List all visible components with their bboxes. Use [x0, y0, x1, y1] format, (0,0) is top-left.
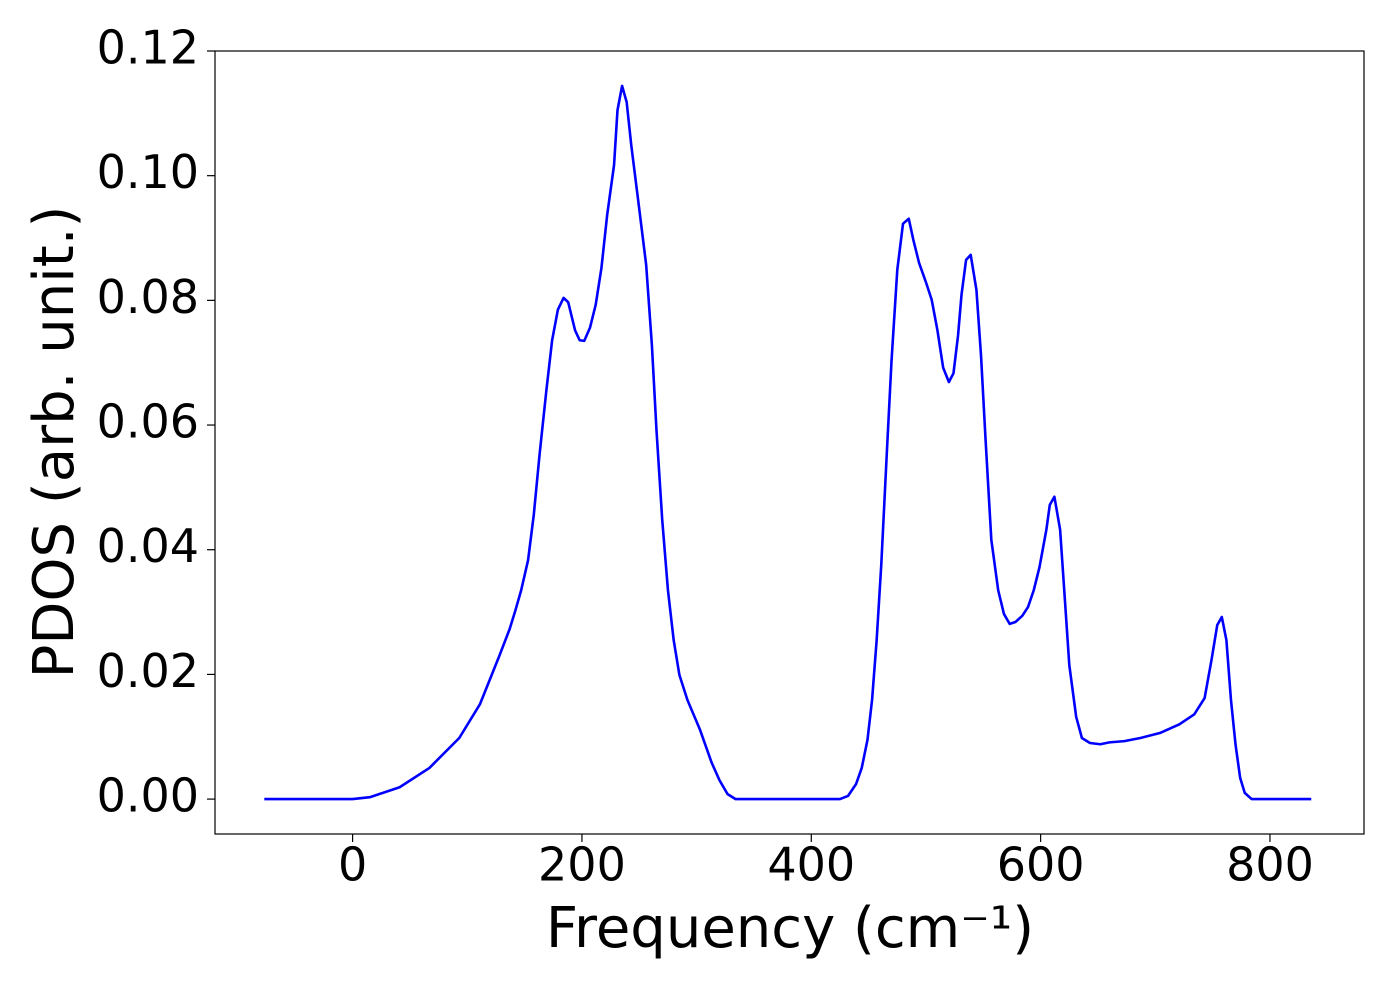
- y-tick-label: 0.00: [97, 769, 199, 823]
- x-tick-label: 200: [538, 838, 626, 892]
- x-tick-label: 800: [1226, 838, 1314, 892]
- y-axis-label: PDOS (arb. unit.): [22, 206, 87, 679]
- data-line: [264, 84, 1312, 801]
- x-tick-label: 0: [338, 838, 367, 892]
- x-tick-label: 400: [767, 838, 855, 892]
- x-axis-label: Frequency (cm⁻¹): [546, 896, 1034, 961]
- y-tick-label: 0.06: [97, 395, 199, 449]
- y-tick-label: 0.04: [97, 519, 199, 573]
- plot-frame: [214, 50, 1365, 835]
- y-tick-label: 0.02: [97, 644, 199, 698]
- x-tick-label: 600: [997, 838, 1085, 892]
- y-tick-label: 0.12: [97, 21, 199, 75]
- y-tick-label: 0.08: [97, 270, 199, 324]
- y-tick-label: 0.10: [97, 145, 199, 199]
